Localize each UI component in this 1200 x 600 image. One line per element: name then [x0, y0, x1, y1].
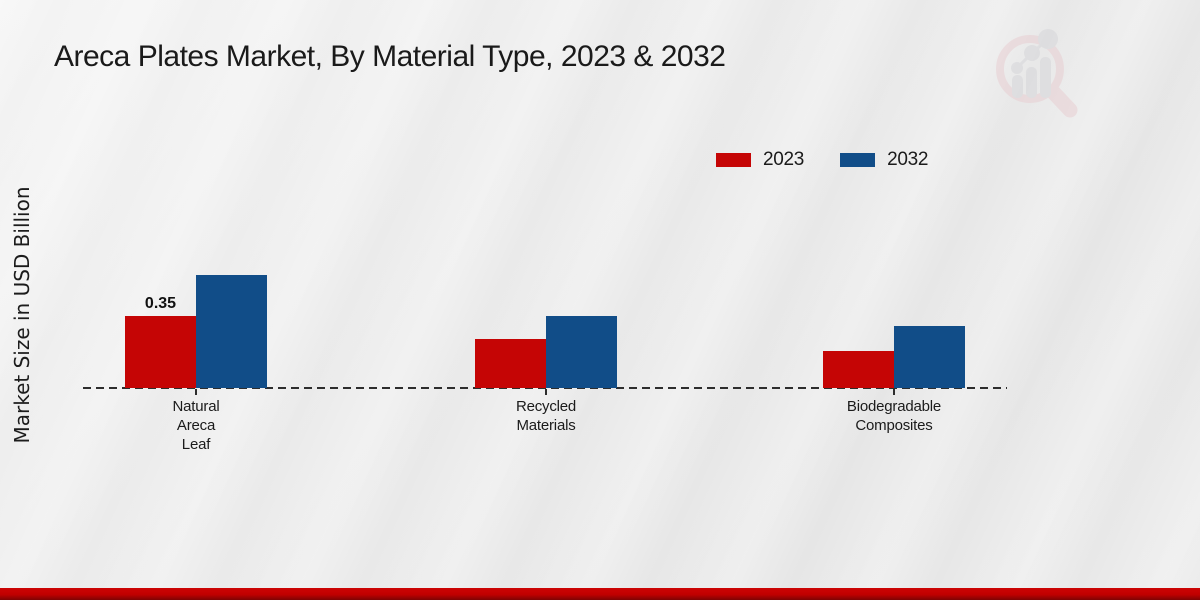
bar-2032-natural-areca-leaf [196, 275, 267, 388]
value-label-0.35: 0.35 [144, 295, 177, 312]
legend-swatch-2032 [840, 153, 876, 167]
legend-label-2023: 2023 [763, 149, 805, 170]
x-axis-baseline [83, 387, 1007, 389]
bar-2032-recycled-materials [546, 316, 617, 388]
logo-bar-3 [1040, 57, 1051, 98]
logo-dot-3 [1038, 29, 1058, 49]
footer-accent-bar [0, 588, 1200, 600]
logo-bar-2 [1026, 67, 1037, 98]
magnifier-handle [1046, 85, 1078, 118]
chart-title: Areca Plates Market, By Material Type, 2… [54, 40, 726, 73]
legend-item-2032: 2032 [840, 149, 928, 171]
x-axis-tick-biodegradable-composites [893, 389, 895, 395]
category-label-recycled-materials: Recycled Materials [515, 398, 577, 434]
bar-2023-recycled-materials [475, 339, 546, 388]
logo-dot-1 [1011, 62, 1023, 74]
legend: 2023 2032 [716, 149, 928, 171]
legend-swatch-2023 [716, 153, 751, 167]
legend-item-2023: 2023 [716, 149, 804, 171]
x-axis-tick-recycled-materials [545, 389, 547, 395]
category-label-biodegradable-composites: Biodegradable Composites [846, 398, 942, 434]
magnifier-bar-chart-logo [996, 29, 1078, 118]
bar-2032-biodegradable-composites [894, 326, 965, 388]
logo-bar-1 [1012, 75, 1023, 98]
magnifier-ring [996, 35, 1064, 103]
category-label-natural-areca-leaf: Natural Areca Leaf [172, 398, 220, 453]
x-axis-tick-natural-areca-leaf [195, 389, 197, 395]
bar-2023-natural-areca-leaf [125, 316, 196, 388]
bar-2023-biodegradable-composites [823, 351, 894, 388]
logo-dot-2 [1024, 45, 1040, 61]
legend-label-2032: 2032 [887, 149, 929, 170]
